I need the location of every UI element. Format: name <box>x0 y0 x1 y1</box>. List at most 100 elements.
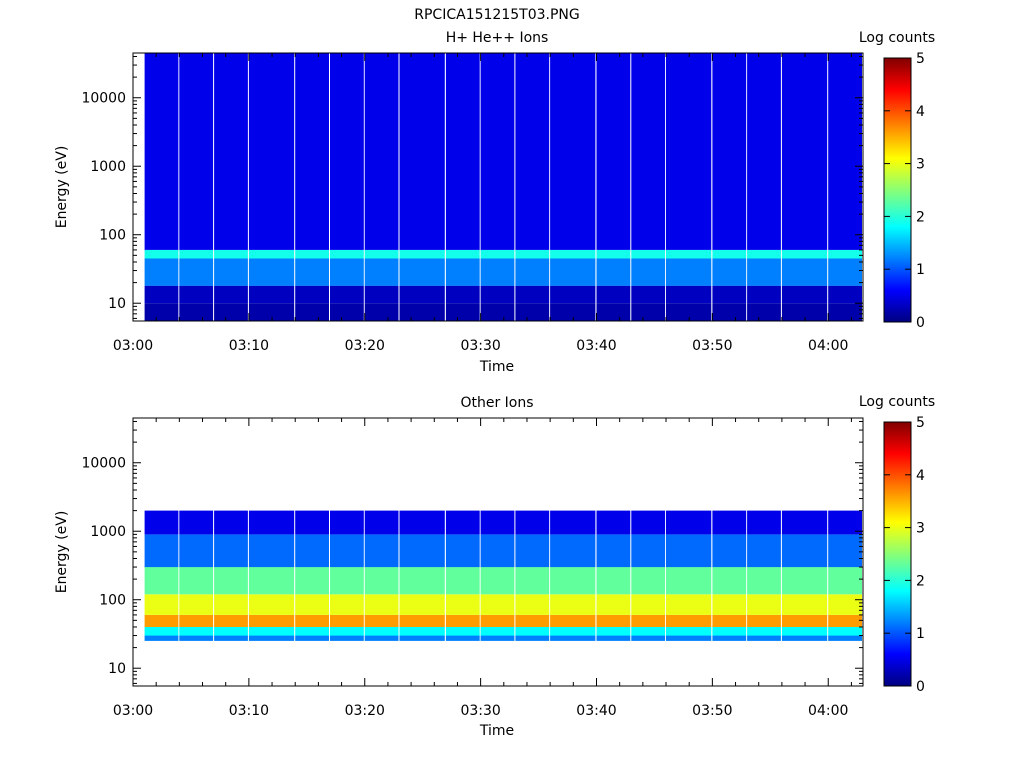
heatmap-cell <box>214 249 248 259</box>
heatmap-cell <box>781 534 828 568</box>
heatmap-cell <box>214 258 248 286</box>
heatmap-cell <box>631 53 666 250</box>
heatmap-cell <box>144 303 179 321</box>
heatmap-cell <box>515 627 550 636</box>
heatmap-cell <box>248 303 295 321</box>
colorbar-tick-label: 3 <box>916 521 925 537</box>
y-axis-label: Energy (eV) <box>54 511 70 594</box>
heatmap-cell <box>712 635 747 641</box>
heatmap-cell <box>295 614 329 627</box>
heatmap-cell <box>214 285 248 304</box>
y-tick-label: 100 <box>99 593 126 609</box>
heatmap-cell <box>295 567 329 595</box>
colorbar-tick-label: 2 <box>916 573 925 589</box>
colorbar-tick-label: 1 <box>916 626 925 642</box>
colorbar-tick-label: 5 <box>916 51 925 67</box>
colorbar-label: Log counts <box>859 394 935 410</box>
heatmap-cell <box>295 635 329 641</box>
x-axis-label: Time <box>479 359 514 375</box>
heatmap-cell <box>144 627 179 636</box>
heatmap-cell <box>747 567 781 595</box>
heatmap-cell <box>550 510 596 535</box>
heatmap-cell <box>364 627 399 636</box>
heatmap-cell <box>631 594 666 615</box>
heatmap-cell <box>666 285 712 304</box>
heatmap-cell <box>666 627 712 636</box>
colorbar-tick-label: 3 <box>916 157 925 173</box>
heatmap-cell <box>445 303 480 321</box>
heatmap-cell <box>515 594 550 615</box>
heatmap-cell <box>828 510 862 535</box>
heatmap-cell <box>828 303 862 321</box>
heatmap-cell <box>828 627 862 636</box>
heatmap-cell <box>666 249 712 259</box>
heatmap-cell <box>330 285 364 304</box>
heatmap-cell <box>399 510 445 535</box>
heatmap-cell <box>445 53 480 250</box>
heatmap-cell <box>480 567 515 595</box>
heatmap-cell <box>781 258 828 286</box>
colorbar-tick-label: 2 <box>916 209 925 225</box>
heatmap-cell <box>550 627 596 636</box>
heatmap-cell <box>144 635 179 641</box>
heatmap-cell <box>550 285 596 304</box>
heatmap-cell <box>399 258 445 286</box>
colorbar-ticks: 0 1 2 3 4 5 <box>884 51 925 331</box>
x-tick-label: 03:30 <box>460 338 500 354</box>
heatmap-cell <box>666 303 712 321</box>
heatmap-cell <box>364 510 399 535</box>
heatmap-cell <box>550 534 596 568</box>
y-axis-label: Energy (eV) <box>54 146 70 229</box>
y-axis: 10 100 1000 10000 <box>81 56 863 319</box>
heatmap-cell <box>666 258 712 286</box>
heatmap-cell <box>364 594 399 615</box>
heatmap-cell <box>248 258 295 286</box>
heatmap-cell <box>550 594 596 615</box>
heatmap-cell <box>747 53 781 250</box>
y-axis: 10 100 1000 10000 <box>81 421 863 684</box>
heatmap-cell <box>248 534 295 568</box>
heatmap-cell <box>712 567 747 595</box>
heatmap-cell <box>179 534 214 568</box>
heatmap-cell <box>364 285 399 304</box>
heatmap-cell <box>515 534 550 568</box>
heatmap-cell <box>515 249 550 259</box>
heatmap-cell <box>445 285 480 304</box>
heatmap-cell <box>144 258 179 286</box>
heatmap-cell <box>781 567 828 595</box>
heatmap-cell <box>399 249 445 259</box>
heatmap-cell <box>144 510 179 535</box>
heatmap-cell <box>828 258 862 286</box>
heatmap-cell <box>248 567 295 595</box>
heatmap-cell <box>364 249 399 259</box>
heatmap-cell <box>712 285 747 304</box>
heatmap-cell <box>712 53 747 250</box>
heatmap-cell <box>631 614 666 627</box>
heatmap-cell <box>295 53 329 250</box>
heatmap-cell <box>248 594 295 615</box>
heatmap-cell <box>666 594 712 615</box>
heatmap-cell <box>596 627 631 636</box>
x-tick-label: 03:10 <box>229 703 269 719</box>
heatmap-cell <box>330 567 364 595</box>
heatmap-cell <box>480 53 515 250</box>
heatmap-cell <box>364 614 399 627</box>
heatmap-cell <box>480 258 515 286</box>
heatmap-cell <box>399 594 445 615</box>
colorbar-tick-label: 0 <box>916 315 925 331</box>
x-axis-label: Time <box>479 723 514 739</box>
heatmap-cell <box>480 303 515 321</box>
heatmap-cell <box>248 614 295 627</box>
heatmap-cell <box>330 258 364 286</box>
x-tick-label: 03:20 <box>345 703 385 719</box>
heatmap-cell <box>399 534 445 568</box>
heatmap-cell <box>445 534 480 568</box>
y-tick-label: 10 <box>108 296 126 312</box>
x-tick-label: 04:00 <box>808 338 848 354</box>
heatmap-cell <box>781 594 828 615</box>
heatmap-cell <box>480 285 515 304</box>
heatmap-cell <box>596 258 631 286</box>
heatmap-cell <box>144 53 179 250</box>
heatmap-cell <box>550 567 596 595</box>
heatmap-cell <box>399 285 445 304</box>
